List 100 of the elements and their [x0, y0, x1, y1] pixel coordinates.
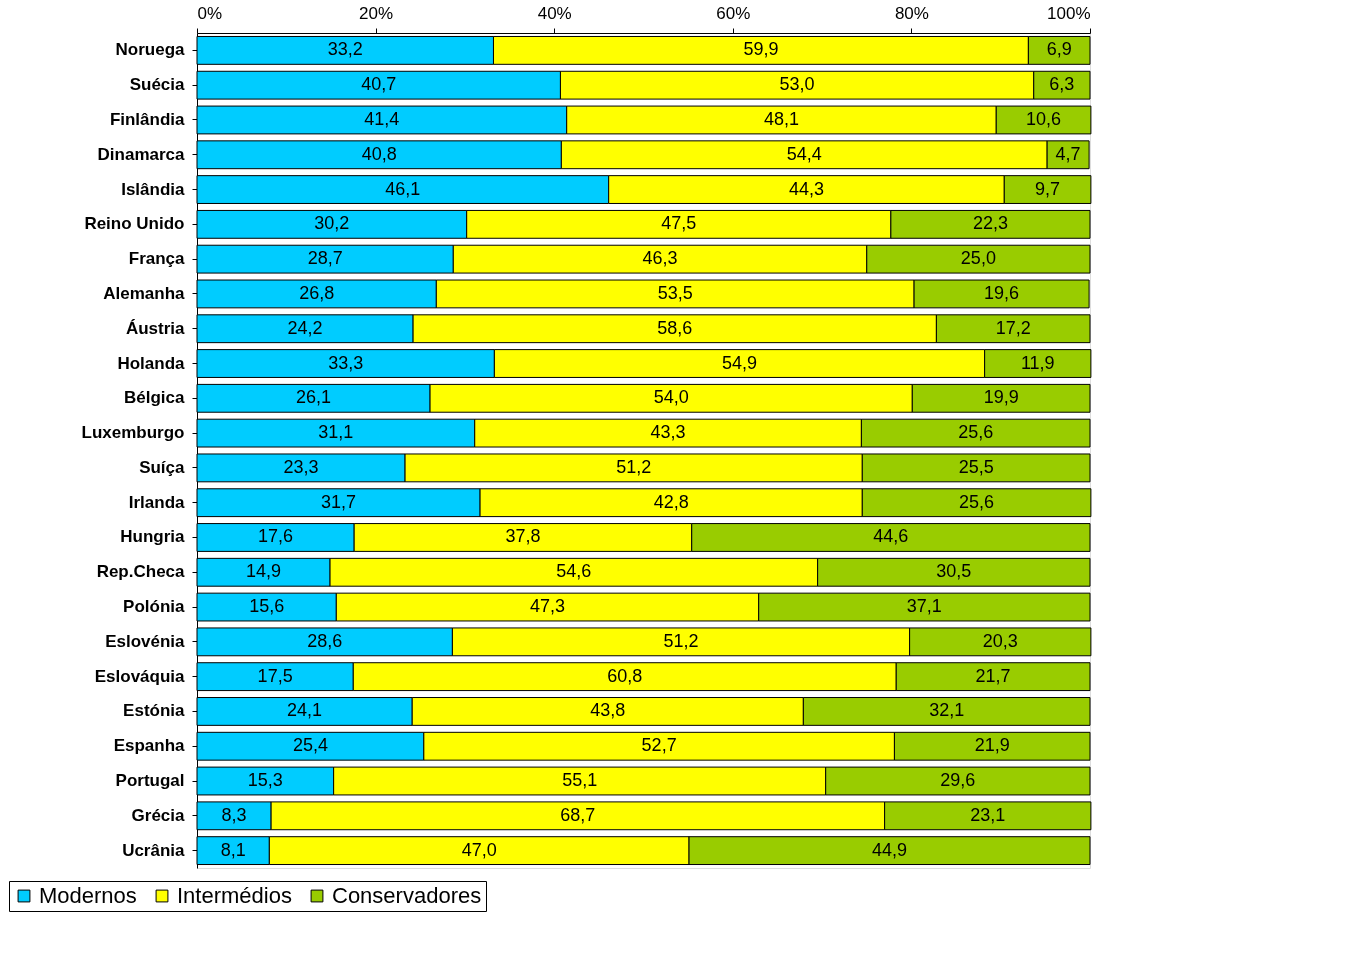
data-label: 6,3 — [1049, 74, 1075, 95]
x-tick-label: 40% — [537, 3, 572, 23]
y-tick-label: França — [128, 249, 186, 269]
x-tick-label: 20% — [359, 3, 394, 23]
data-label: 33,3 — [328, 352, 364, 373]
y-tick-label: Finlândia — [109, 109, 186, 129]
legend-label: Conservadores — [332, 883, 482, 908]
data-label: 10,6 — [1026, 108, 1062, 129]
data-label: 26,8 — [299, 282, 335, 303]
y-tick-label: Holanda — [117, 353, 186, 373]
y-tick-label: Estónia — [123, 701, 186, 721]
y-tick-label: Luxemburgo — [81, 423, 185, 443]
data-label: 22,3 — [972, 213, 1008, 234]
data-label: 52,7 — [641, 735, 677, 756]
data-label: 31,1 — [318, 422, 354, 443]
data-label: 6,9 — [1046, 39, 1072, 60]
legend-label: Modernos — [39, 883, 137, 908]
data-label: 43,8 — [590, 700, 626, 721]
data-label: 24,2 — [287, 317, 323, 338]
x-tick-label: 0% — [197, 3, 223, 23]
y-tick-label: Reino Unido — [84, 214, 185, 234]
data-label: 40,8 — [361, 143, 397, 164]
data-label: 54,9 — [721, 352, 758, 373]
data-label: 60,8 — [607, 665, 643, 686]
y-tick-label: Grécia — [131, 805, 186, 825]
data-label: 42,8 — [653, 491, 689, 512]
data-label: 24,1 — [287, 700, 323, 721]
data-label: 37,1 — [906, 596, 942, 617]
data-label: 21,7 — [975, 665, 1011, 686]
data-label: 40,7 — [361, 74, 397, 95]
legend-label: Intermédios — [177, 883, 292, 908]
y-tick-label: Alemanha — [103, 283, 186, 303]
data-label: 8,3 — [221, 804, 247, 825]
data-label: 17,2 — [995, 317, 1031, 338]
data-label: 44,3 — [788, 178, 824, 199]
data-label: 31,7 — [321, 491, 357, 512]
data-label: 54,0 — [653, 387, 689, 408]
data-label: 23,1 — [970, 804, 1006, 825]
data-label: 25,4 — [292, 735, 328, 756]
data-label: 44,6 — [873, 526, 909, 547]
y-tick-label: Portugal — [115, 771, 185, 791]
data-label: 58,6 — [657, 317, 693, 338]
y-tick-label: Irlanda — [128, 492, 186, 512]
y-tick-label: Ucrânia — [122, 840, 186, 860]
y-tick-label: Espanha — [113, 736, 186, 756]
data-label: 53,0 — [779, 74, 815, 95]
data-label: 29,6 — [940, 770, 976, 791]
data-label: 19,6 — [984, 282, 1020, 303]
data-label: 17,5 — [257, 665, 293, 686]
x-tick-label: 60% — [716, 3, 751, 23]
data-label: 47,3 — [529, 596, 566, 617]
data-label: 17,6 — [258, 526, 294, 547]
data-label: 59,9 — [743, 39, 779, 60]
data-label: 46,3 — [642, 248, 678, 269]
data-label: 9,7 — [1035, 178, 1061, 199]
y-tick-label: Islândia — [121, 179, 186, 199]
data-label: 43,3 — [650, 422, 686, 443]
data-label: 14,9 — [246, 561, 282, 582]
y-tick-label: Eslovénia — [105, 631, 186, 651]
data-label: 21,9 — [974, 735, 1010, 756]
data-label: 68,7 — [560, 804, 596, 825]
data-label: 48,1 — [763, 108, 799, 129]
data-label: 30,2 — [314, 213, 350, 234]
data-label: 55,1 — [562, 770, 598, 791]
data-label: 25,0 — [960, 248, 996, 269]
y-tick-label: Eslováquia — [94, 666, 186, 686]
x-tick-label: 100% — [1047, 3, 1091, 23]
data-label: 23,3 — [283, 456, 319, 477]
y-tick-label: Dinamarca — [97, 144, 186, 164]
data-label: 44,9 — [872, 839, 908, 860]
data-label: 47,5 — [661, 213, 697, 234]
data-label: 8,1 — [220, 839, 246, 860]
data-label: 11,9 — [1020, 352, 1055, 373]
data-label: 28,6 — [307, 630, 343, 651]
y-tick-label: Suécia — [129, 75, 186, 95]
data-label: 47,0 — [461, 839, 497, 860]
data-label: 54,6 — [556, 561, 592, 582]
data-label: 28,7 — [307, 248, 343, 269]
data-label: 15,6 — [249, 596, 285, 617]
y-tick-label: Rep.Checa — [96, 562, 186, 582]
data-label: 19,9 — [983, 387, 1019, 408]
y-tick-label: Polónia — [123, 597, 186, 617]
data-label: 4,7 — [1055, 143, 1081, 164]
data-label: 30,5 — [936, 561, 972, 582]
y-tick-label: Bélgica — [124, 388, 186, 408]
x-tick-label: 80% — [894, 3, 929, 23]
data-label: 25,6 — [958, 422, 994, 443]
data-label: 46,1 — [385, 178, 421, 199]
data-label: 41,4 — [364, 108, 400, 129]
data-label: 15,3 — [247, 770, 283, 791]
data-label: 37,8 — [505, 526, 541, 547]
y-tick-label: Áustria — [125, 318, 186, 338]
data-label: 25,6 — [959, 491, 995, 512]
data-label: 51,2 — [616, 456, 652, 477]
data-label: 26,1 — [296, 387, 332, 408]
data-label: 51,2 — [663, 630, 699, 651]
data-label: 53,5 — [657, 282, 693, 303]
data-label: 32,1 — [929, 700, 965, 721]
data-label: 33,2 — [327, 39, 363, 60]
data-label: 25,5 — [958, 456, 994, 477]
